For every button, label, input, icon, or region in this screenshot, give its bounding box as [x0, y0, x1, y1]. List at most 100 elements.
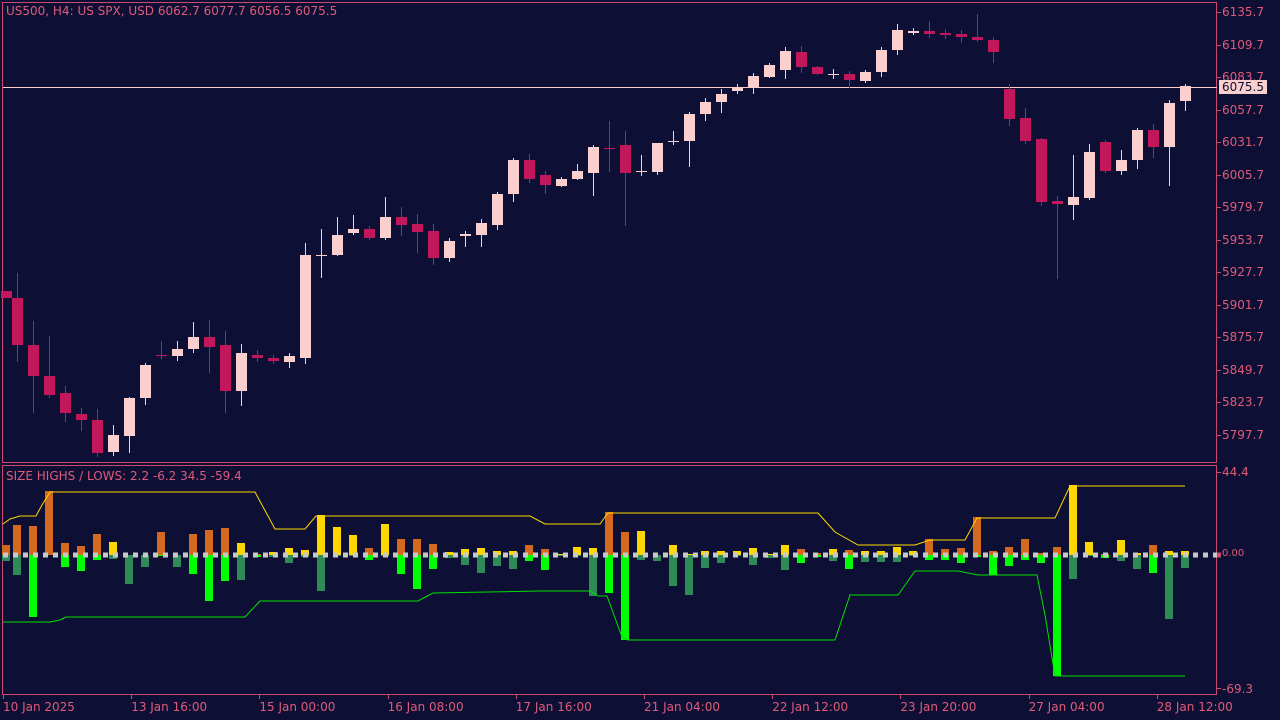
low-size-bar — [653, 555, 661, 561]
bear-candle — [12, 298, 23, 345]
low-size-bar — [445, 555, 453, 558]
high-size-bar — [157, 532, 165, 555]
bull-candle — [188, 337, 199, 349]
bear-candle — [812, 67, 823, 74]
tick — [1217, 434, 1221, 436]
price-axis-label: 5797.7 — [1222, 427, 1264, 442]
bull-candle — [876, 50, 887, 72]
bear-candle — [988, 40, 999, 52]
indicator-pane[interactable] — [2, 465, 1217, 695]
price-axis-label: 5927.7 — [1222, 265, 1264, 279]
bull-candle — [140, 365, 151, 398]
low-size-bar — [637, 555, 645, 560]
high-size-bar — [477, 548, 485, 555]
tick — [1217, 369, 1221, 371]
high-size-bar — [781, 545, 789, 555]
tick — [772, 695, 774, 699]
high-size-bar — [285, 548, 293, 555]
low-size-bar — [621, 555, 629, 640]
high-size-bar — [205, 530, 213, 555]
high-size-bar — [621, 532, 629, 555]
high-size-bar — [765, 554, 773, 555]
bull-candle — [300, 255, 311, 358]
tick — [644, 695, 645, 699]
high-size-bar — [461, 549, 469, 555]
bear-candle — [924, 31, 935, 34]
price-axis-label: 5875.7 — [1222, 330, 1264, 344]
bull-candle — [444, 241, 455, 258]
high-size-bar — [845, 550, 853, 555]
low-size-bar — [13, 555, 21, 575]
low-size-bar — [205, 555, 213, 601]
price-chart-pane[interactable] — [2, 2, 1217, 463]
bear-candle — [204, 337, 215, 347]
high-size-bar — [797, 549, 805, 555]
bull-candle — [572, 171, 583, 179]
bull-candle — [332, 235, 343, 255]
bull-candle — [716, 94, 727, 102]
high-size-bar — [93, 534, 101, 555]
high-size-bar — [2, 545, 10, 555]
high-size-bar — [413, 539, 421, 555]
high-size-bar — [589, 548, 597, 555]
bull-candle — [764, 65, 775, 77]
bull-candle — [284, 356, 295, 362]
high-size-bar — [317, 515, 325, 555]
bear-candle — [92, 420, 103, 453]
low-size-bar — [749, 555, 757, 565]
low-size-bar — [189, 555, 197, 574]
bull-candle — [492, 194, 503, 225]
bull-candle — [1084, 152, 1095, 198]
bear-candle — [396, 217, 407, 225]
high-size-bar — [61, 543, 69, 555]
price-axis-label: 6005.7 — [1222, 167, 1264, 182]
high-size-bar — [365, 548, 373, 555]
high-size-bar — [957, 548, 965, 555]
bull-candle — [780, 51, 791, 70]
low-size-bar — [893, 555, 901, 562]
price-axis-label: 6135.7 — [1222, 5, 1264, 19]
high-size-bar — [349, 535, 357, 555]
high-size-bar — [669, 545, 677, 555]
high-size-bar — [221, 528, 229, 555]
low-size-bar — [861, 555, 869, 562]
tick — [1217, 12, 1221, 13]
bear-candle — [796, 52, 807, 67]
indicator-title: SIZE HIGHS / LOWS: 2.2 -6.2 34.5 -59.4 — [6, 469, 242, 483]
high-size-bar — [29, 526, 37, 555]
bull-candle — [1116, 160, 1127, 171]
high-size-bar — [189, 534, 197, 555]
high-size-bar — [237, 543, 245, 555]
bull-candle — [860, 72, 871, 81]
low-size-bar — [765, 555, 773, 558]
bear-candle — [1100, 142, 1111, 171]
high-size-bar — [429, 544, 437, 555]
high-size-bar — [973, 517, 981, 555]
high-size-bar — [1149, 545, 1157, 555]
low-size-bar — [365, 555, 373, 560]
bear-candle — [60, 393, 71, 413]
high-size-bar — [1085, 542, 1093, 555]
time-axis-label: 23 Jan 20:00 — [900, 700, 977, 714]
low-size-bar — [477, 555, 485, 573]
price-axis-label: 6057.7 — [1222, 102, 1264, 117]
high-size-bar — [77, 546, 85, 555]
time-axis-label: 21 Jan 04:00 — [644, 700, 720, 714]
high-size-bar — [605, 512, 613, 555]
time-axis-label: 27 Jan 04:00 — [1028, 700, 1105, 714]
bear-candle — [28, 345, 39, 376]
low-size-bar — [925, 555, 933, 560]
bear-candle — [252, 355, 263, 358]
time-axis-label: 16 Jan 08:00 — [387, 700, 464, 714]
high-size-bar — [637, 531, 645, 555]
low-size-bar — [429, 555, 437, 569]
low-size-bar — [701, 555, 709, 568]
high-size-bar — [1037, 553, 1045, 555]
tick — [3, 695, 4, 699]
bear-candle — [604, 148, 615, 149]
low-size-bar — [1069, 555, 1077, 579]
low-size-bar — [1005, 555, 1013, 566]
low-size-bar — [1117, 555, 1125, 561]
low-size-bar — [797, 555, 805, 563]
